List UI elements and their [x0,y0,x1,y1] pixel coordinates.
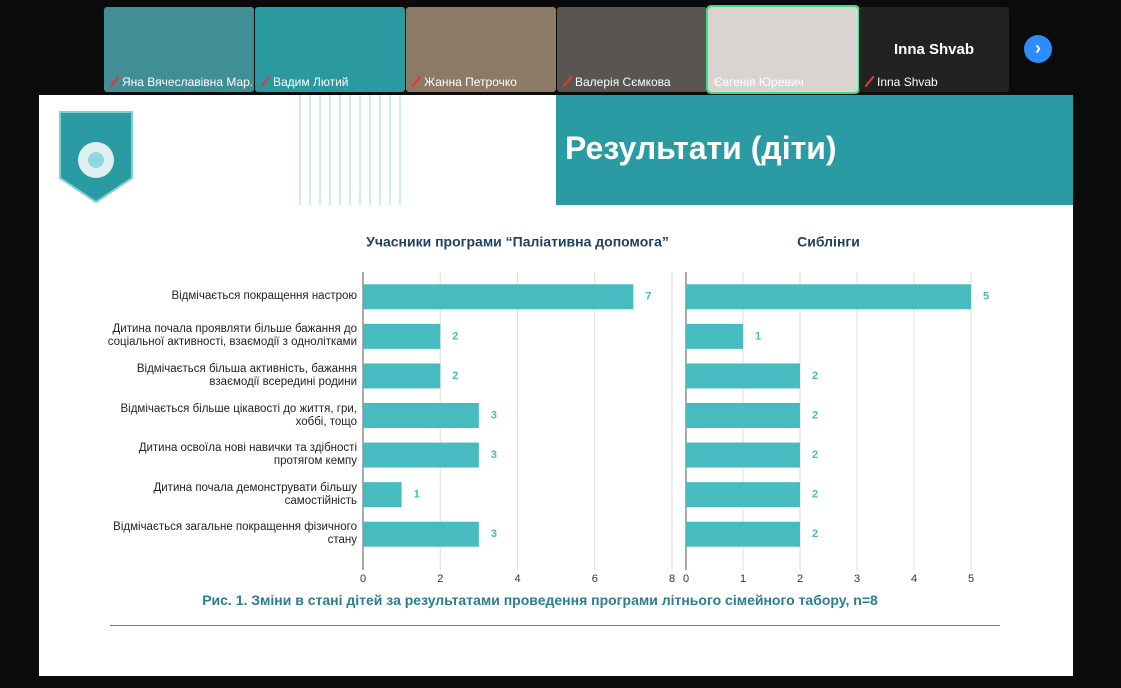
bar [363,442,479,468]
x-tick-label: 3 [854,573,860,585]
x-tick-label: 6 [592,573,598,585]
logo [59,111,133,204]
participant-name: Inna Shvab [877,75,938,89]
participant-name: Валерія Сємкова [575,75,671,89]
data-label: 2 [812,370,818,382]
video-tile: Яна Вячеславівна Мар... [104,7,254,92]
chart-panel [80,205,1045,618]
bar [686,482,800,508]
slide-title: Результати (діти) [565,130,837,166]
data-label: 3 [491,409,497,421]
y-tick-label: Відмічається загальне покращення фізично… [113,521,357,547]
bar [363,482,402,508]
bar [686,284,971,310]
bar [363,363,441,389]
data-label: 2 [452,370,458,382]
data-label: 2 [812,449,818,461]
participant-name: Яна Вячеславівна Мар... [122,75,252,89]
bar [686,403,800,428]
participant-avatar-name: Inna Shvab [893,41,975,58]
y-tick-label: Відмічається більша активність, бажання … [136,362,357,388]
x-tick-label: 1 [740,573,746,585]
bar [686,521,800,547]
bar [686,363,800,389]
y-tick-label: Дитина освоїла нові навички та здібності… [138,442,357,468]
x-tick-label: 4 [514,573,520,585]
participant-name: Жанна Петрочко [424,75,517,89]
data-label: 3 [491,528,497,540]
y-tick-label: Відмічається покращення настрою [171,290,357,303]
video-tile: Inna Shvab Inna Shvab [859,7,1009,92]
video-tile: Євгенія Юревич [706,5,860,94]
figure-caption: Рис. 1. Зміни в стані дітей за результат… [202,592,878,608]
video-tile: Вадим Лютий [255,7,405,92]
y-tick-label: Дитина почала демонструвати більшу самос… [153,481,357,507]
video-tile: Жанна Петрочко [406,7,556,92]
bar [686,323,743,349]
data-label: 2 [812,528,818,540]
chart-title: Сиблінги [797,234,860,250]
x-tick-label: 0 [683,573,689,585]
data-label: 2 [452,330,458,342]
data-label: 7 [645,291,651,303]
bar [363,323,441,349]
data-label: 2 [812,489,818,501]
next-page-button[interactable]: › [1024,35,1052,63]
y-tick-label: Дитина почала проявляти більше бажання д… [107,323,357,349]
data-label: 1 [755,330,761,342]
x-tick-label: 2 [797,573,803,585]
bar [686,442,800,468]
x-tick-label: 0 [360,573,366,585]
bar [363,403,479,428]
participant-name: Вадим Лютий [273,75,349,89]
divider [110,625,1000,626]
header-pattern [299,95,401,205]
data-label: 1 [414,489,420,501]
x-tick-label: 4 [911,573,917,585]
video-tile: Валерія Сємкова [557,7,707,92]
bar [363,521,479,547]
bar [363,284,634,310]
participant-name: Євгенія Юревич [714,75,804,89]
chart-title: Учасники програми “Паліативна допомога” [366,234,669,250]
x-tick-label: 5 [968,573,974,585]
y-tick-label: Відмічається більше цікавості до життя, … [120,402,358,428]
data-label: 2 [812,409,818,421]
x-tick-label: 8 [669,573,675,585]
data-label: 5 [983,291,989,303]
data-label: 3 [491,449,497,461]
x-tick-label: 2 [437,573,443,585]
slide-header [556,95,1073,205]
